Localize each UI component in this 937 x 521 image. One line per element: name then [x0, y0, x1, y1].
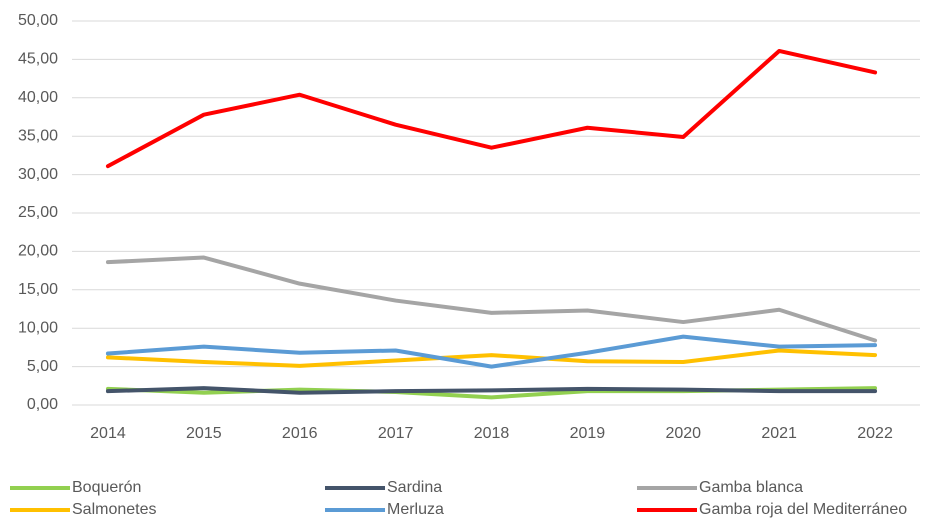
y-tick-label: 20,00 [18, 243, 58, 260]
x-tick-label: 2015 [186, 425, 222, 442]
series-line [105, 386, 878, 395]
y-tick-label: 5,00 [27, 358, 58, 375]
y-tick-label: 25,00 [18, 204, 58, 221]
series-line [105, 48, 878, 169]
x-tick-label: 2021 [761, 425, 797, 442]
y-tick-label: 10,00 [18, 319, 58, 336]
series-line [105, 348, 878, 368]
y-tick-label: 50,00 [18, 12, 58, 29]
legend-label: Merluza [387, 501, 444, 518]
y-tick-label: 0,00 [27, 396, 58, 413]
x-tick-label: 2016 [282, 425, 318, 442]
x-tick-label: 2018 [474, 425, 510, 442]
x-tick-label: 2020 [665, 425, 701, 442]
x-tick-label: 2019 [570, 425, 606, 442]
series-line [105, 334, 878, 369]
y-tick-label: 45,00 [18, 51, 58, 68]
legend-label: Boquerón [72, 479, 141, 496]
legend-label: Gamba roja del Mediterráneo [699, 501, 907, 518]
x-tick-label: 2017 [378, 425, 414, 442]
legend-label: Salmonetes [72, 501, 157, 518]
y-tick-label: 30,00 [18, 166, 58, 183]
y-tick-label: 40,00 [18, 89, 58, 106]
x-tick-label: 2014 [90, 425, 126, 442]
x-tick-label: 2022 [857, 425, 893, 442]
y-tick-label: 15,00 [18, 281, 58, 298]
legend-label: Sardina [387, 479, 442, 496]
legend-label: Gamba blanca [699, 479, 803, 496]
series-line [105, 255, 878, 343]
y-tick-label: 35,00 [18, 127, 58, 144]
